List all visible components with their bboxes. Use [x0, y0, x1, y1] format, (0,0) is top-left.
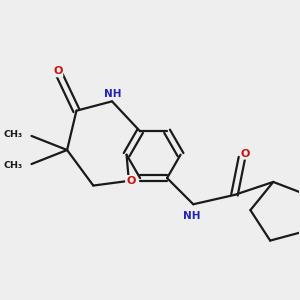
Text: O: O: [241, 149, 250, 159]
Text: CH₃: CH₃: [3, 161, 22, 170]
Text: NH: NH: [104, 89, 122, 99]
Text: NH: NH: [183, 212, 200, 221]
Text: O: O: [53, 66, 62, 76]
Text: O: O: [126, 176, 135, 186]
Text: CH₃: CH₃: [3, 130, 22, 139]
